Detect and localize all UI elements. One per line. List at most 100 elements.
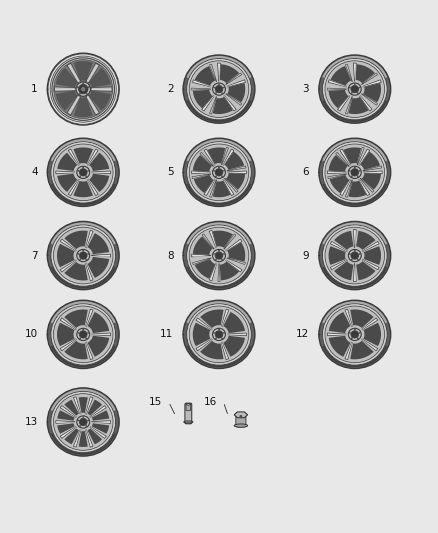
Ellipse shape (351, 85, 359, 93)
Polygon shape (60, 260, 77, 272)
Ellipse shape (215, 338, 216, 339)
Polygon shape (340, 179, 351, 196)
Polygon shape (334, 261, 353, 280)
Ellipse shape (319, 221, 391, 289)
Polygon shape (57, 322, 74, 346)
Polygon shape (88, 233, 109, 254)
Polygon shape (85, 230, 93, 248)
Polygon shape (221, 147, 229, 165)
Polygon shape (200, 341, 223, 359)
Ellipse shape (351, 168, 359, 176)
Polygon shape (359, 179, 370, 196)
Polygon shape (220, 262, 239, 280)
Polygon shape (88, 429, 102, 445)
Polygon shape (68, 149, 79, 166)
Polygon shape (226, 173, 245, 190)
Circle shape (77, 87, 78, 88)
Ellipse shape (223, 87, 225, 88)
Ellipse shape (80, 338, 81, 339)
Polygon shape (226, 239, 242, 251)
Polygon shape (92, 410, 109, 421)
Ellipse shape (183, 138, 255, 206)
Ellipse shape (80, 176, 81, 177)
Ellipse shape (351, 259, 352, 260)
Polygon shape (361, 94, 378, 105)
Polygon shape (223, 336, 245, 357)
Text: 12: 12 (296, 329, 309, 340)
Ellipse shape (213, 254, 215, 255)
Ellipse shape (53, 394, 113, 450)
Ellipse shape (222, 93, 223, 94)
Ellipse shape (215, 176, 216, 177)
Polygon shape (349, 181, 366, 197)
Text: 3: 3 (303, 84, 309, 94)
Polygon shape (209, 64, 217, 82)
Polygon shape (192, 174, 211, 179)
Ellipse shape (349, 254, 350, 255)
Polygon shape (345, 342, 353, 360)
Polygon shape (56, 68, 78, 87)
Ellipse shape (53, 227, 113, 284)
Ellipse shape (83, 167, 84, 168)
Polygon shape (363, 80, 381, 87)
Ellipse shape (77, 328, 90, 341)
Polygon shape (360, 152, 380, 170)
Polygon shape (226, 73, 242, 85)
Text: 15: 15 (149, 397, 162, 407)
Polygon shape (60, 318, 77, 330)
Polygon shape (194, 259, 215, 279)
Ellipse shape (357, 93, 358, 94)
Polygon shape (224, 95, 236, 111)
Polygon shape (328, 155, 348, 172)
Polygon shape (64, 262, 88, 280)
FancyBboxPatch shape (236, 413, 246, 427)
Polygon shape (87, 179, 98, 196)
Polygon shape (92, 421, 111, 423)
Polygon shape (327, 171, 346, 174)
Ellipse shape (77, 249, 90, 262)
Polygon shape (92, 254, 111, 257)
Polygon shape (88, 400, 102, 416)
Polygon shape (60, 426, 77, 438)
Ellipse shape (351, 338, 352, 339)
Ellipse shape (212, 83, 226, 95)
Polygon shape (193, 237, 213, 255)
Polygon shape (361, 73, 378, 85)
Polygon shape (226, 94, 242, 105)
Polygon shape (60, 339, 77, 351)
Polygon shape (57, 410, 74, 421)
Polygon shape (227, 333, 247, 336)
Polygon shape (213, 97, 233, 114)
Circle shape (86, 93, 87, 94)
Polygon shape (86, 95, 99, 115)
Polygon shape (191, 171, 211, 174)
FancyBboxPatch shape (185, 403, 192, 424)
Polygon shape (327, 333, 346, 336)
Polygon shape (67, 95, 81, 115)
Polygon shape (338, 95, 350, 111)
Polygon shape (221, 309, 229, 327)
Ellipse shape (322, 304, 387, 365)
Text: 13: 13 (25, 417, 38, 427)
Polygon shape (356, 64, 375, 83)
Ellipse shape (354, 250, 355, 251)
Polygon shape (345, 309, 353, 327)
Polygon shape (218, 263, 220, 281)
Ellipse shape (183, 221, 255, 289)
Ellipse shape (222, 176, 223, 177)
Polygon shape (361, 318, 378, 330)
Ellipse shape (189, 306, 249, 363)
Text: 10: 10 (25, 329, 38, 340)
Ellipse shape (222, 338, 223, 339)
Polygon shape (360, 178, 374, 192)
Ellipse shape (215, 252, 223, 259)
Polygon shape (218, 63, 220, 81)
Ellipse shape (349, 87, 350, 88)
Polygon shape (200, 310, 223, 328)
Polygon shape (88, 312, 109, 333)
Ellipse shape (351, 176, 352, 177)
Polygon shape (92, 333, 111, 336)
Polygon shape (64, 400, 79, 416)
Polygon shape (223, 312, 245, 333)
Ellipse shape (189, 61, 249, 117)
